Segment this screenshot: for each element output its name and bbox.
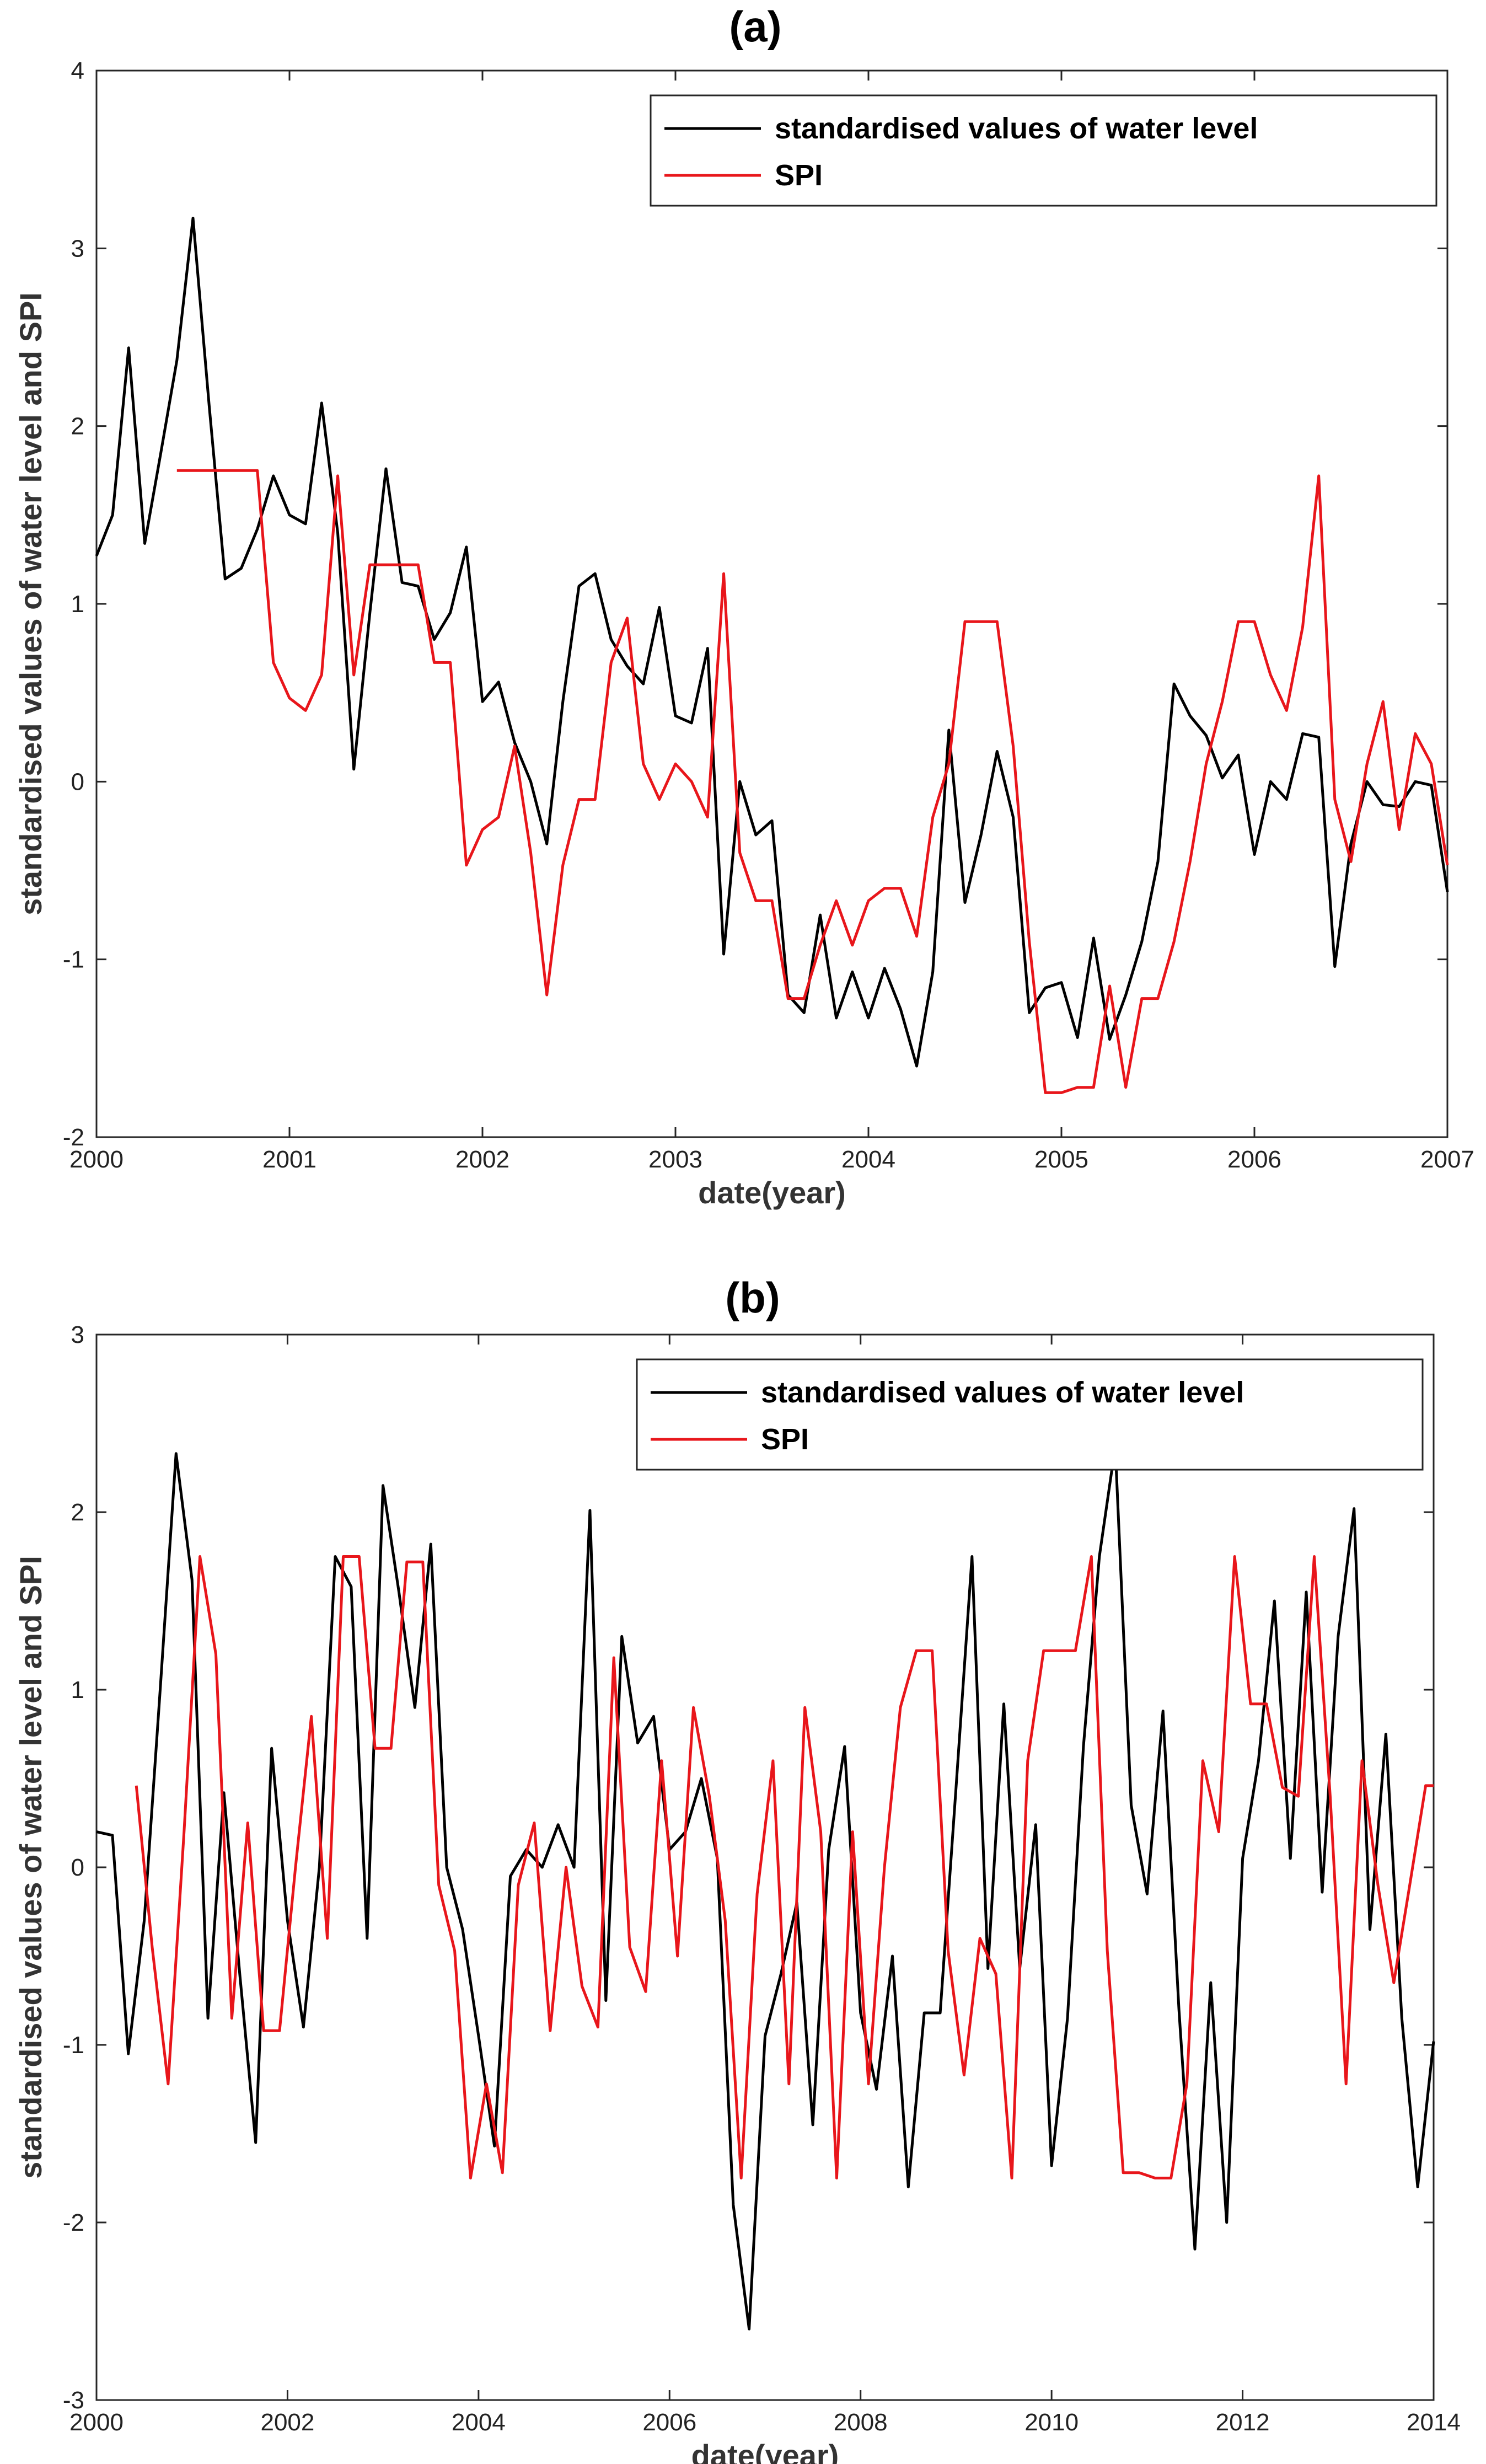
chart-title-b: (b) <box>725 1273 780 1322</box>
legend-box-b <box>636 1358 1424 1471</box>
y-axis-label-a: standardised values of water level and S… <box>13 292 48 915</box>
x-ticks-a: 2000 2001 2002 2003 2004 2005 2006 2007 <box>69 71 1474 1173</box>
y-tick-label-a-3: 3 <box>71 235 84 262</box>
x-tick-label-b-2014: 2014 <box>1407 2409 1461 2436</box>
panel-a: (a) 2000 2001 2002 2003 2004 2005 2006 2007 -2-… <box>13 2 1474 1210</box>
y-tick-label-a-2: 2 <box>71 413 84 440</box>
y-tick-label-b-1: 1 <box>71 1676 84 1704</box>
x-tick-label-b-2012: 2012 <box>1216 2409 1270 2436</box>
x-tick-label-a-2002: 2002 <box>455 1146 509 1173</box>
y-axis-label-b: standardised values of water level and S… <box>13 1556 48 2179</box>
x-tick-label-a-2007: 2007 <box>1420 1146 1474 1173</box>
y-tick-label-b--3: -3 <box>63 2387 84 2414</box>
legend-label-water-level-b: standardised values of water level <box>761 1376 1244 1409</box>
legend-label-spi-a: SPI <box>775 159 823 192</box>
series-lines-b <box>96 1445 1435 2331</box>
x-tick-label-a-2001: 2001 <box>262 1146 316 1173</box>
x-tick-label-a-2005: 2005 <box>1034 1146 1088 1173</box>
plot-area-a <box>95 69 1449 1138</box>
x-tick-label-a-2003: 2003 <box>648 1146 702 1173</box>
y-tick-label-b-2: 2 <box>71 1499 84 1526</box>
y-ticks-a: -2 -1 0 1 2 3 4 <box>63 57 1447 1151</box>
y-tick-label-b--1: -1 <box>63 2032 84 2059</box>
x-tick-label-a-2004: 2004 <box>841 1146 895 1173</box>
y-tick-label-a-0: 0 <box>71 768 84 795</box>
legend-b: standardised values of water level SPI <box>636 1358 1424 1471</box>
series-line-spi-b <box>135 1555 1434 2179</box>
series-line-spi-a <box>176 469 1449 1094</box>
y-tick-label-a--1: -1 <box>63 946 84 973</box>
legend-label-water-level-a: standardised values of water level <box>775 112 1258 145</box>
x-ticks-b: 2000 2002 2004 2006 2008 2010 2012 2014 <box>69 1335 1461 2436</box>
x-tick-label-b-2008: 2008 <box>834 2409 888 2436</box>
series-line-standardised-values-of-water-level-a <box>95 217 1449 1068</box>
legend-a: standardised values of water level SPI <box>650 94 1437 207</box>
series-lines-a <box>95 217 1449 1094</box>
y-tick-label-a-4: 4 <box>71 57 84 84</box>
y-tick-label-b--2: -2 <box>63 2209 84 2236</box>
x-tick-label-b-2000: 2000 <box>69 2409 124 2436</box>
panel-b: (b) 2000 2002 2004 2006 2008 2010 2012 2014 -3-… <box>13 1273 1461 2464</box>
x-tick-label-b-2002: 2002 <box>260 2409 314 2436</box>
chart-title-a: (a) <box>729 2 781 51</box>
y-tick-label-b-0: 0 <box>71 1854 84 1881</box>
x-tick-label-b-2004: 2004 <box>452 2409 506 2436</box>
x-tick-label-a-2000: 2000 <box>69 1146 124 1173</box>
y-tick-label-a-1: 1 <box>71 591 84 618</box>
y-tick-label-b-3: 3 <box>71 1321 84 1348</box>
x-axis-label-a: date(year) <box>698 1175 846 1210</box>
x-axis-label-b: date(year) <box>691 2438 839 2464</box>
legend-label-spi-b: SPI <box>761 1423 809 1456</box>
legend-box-a <box>650 94 1437 207</box>
x-tick-label-b-2010: 2010 <box>1024 2409 1079 2436</box>
y-ticks-b: -3 -2 -1 0 1 2 3 <box>63 1321 1434 2414</box>
series-line-standardised-values-of-water-level-b <box>96 1445 1435 2331</box>
x-tick-label-a-2006: 2006 <box>1227 1146 1281 1173</box>
x-tick-label-b-2006: 2006 <box>642 2409 696 2436</box>
y-tick-label-a--2: -2 <box>63 1124 84 1151</box>
plot-area-b <box>95 1333 1435 2401</box>
